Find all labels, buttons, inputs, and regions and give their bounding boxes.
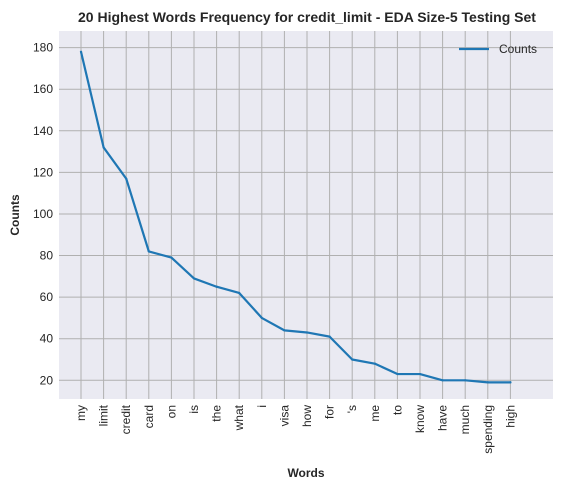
legend-label-counts: Counts: [499, 42, 537, 56]
data-point: [441, 379, 444, 382]
data-point: [238, 291, 241, 295]
y-tick-label: 180: [33, 41, 53, 55]
data-point: [125, 177, 128, 180]
series-lines: [79, 50, 512, 384]
data-point: [418, 372, 422, 376]
y-tick-label: 60: [40, 290, 54, 304]
x-tick-labels: my limit credit card on is the what i visa how for '…: [74, 404, 517, 453]
legend: Counts: [459, 42, 537, 56]
x-tick-label: i: [255, 405, 269, 408]
x-tick-label: credit: [119, 404, 133, 434]
data-point: [351, 358, 354, 361]
data-point: [486, 381, 489, 384]
y-tick-label: 160: [33, 82, 53, 96]
data-point: [192, 277, 196, 280]
y-tick-label: 120: [33, 165, 53, 179]
x-tick-label: limit: [97, 404, 111, 426]
data-point: [305, 331, 309, 334]
plot-area: [59, 31, 553, 399]
x-tick-label: is: [187, 405, 201, 414]
grid-lines: [59, 31, 553, 399]
data-point: [464, 379, 467, 382]
data-point: [283, 329, 286, 332]
chart-title: 20 Highest Words Frequency for credit_li…: [78, 9, 536, 25]
data-point: [328, 335, 331, 338]
x-tick-label: what: [232, 404, 246, 431]
y-tick-label: 100: [33, 207, 53, 221]
series-line-counts: [79, 50, 512, 384]
y-tick-label: 80: [40, 249, 54, 263]
x-tick-label: high: [503, 405, 517, 428]
x-tick-label: have: [436, 405, 450, 431]
x-tick-label: 's: [345, 405, 359, 413]
x-tick-label: on: [164, 405, 178, 418]
data-point: [396, 372, 399, 376]
x-tick-label: for: [323, 405, 337, 419]
x-tick-label: know: [413, 405, 427, 433]
x-tick-label: to: [390, 405, 404, 415]
x-tick-label: my: [74, 405, 88, 421]
x-tick-label: the: [210, 405, 224, 422]
data-point: [102, 146, 105, 149]
data-point: [260, 316, 263, 320]
x-tick-label: much: [458, 405, 472, 434]
data-point: [215, 285, 218, 288]
data-point: [147, 250, 150, 253]
x-tick-label: how: [300, 405, 314, 427]
x-tick-label: spending: [481, 405, 495, 454]
y-axis-label: Counts: [8, 194, 22, 236]
data-point: [79, 50, 83, 53]
data-point: [373, 362, 376, 365]
y-tick-label: 20: [40, 373, 54, 387]
x-axis-label: Words: [287, 466, 324, 480]
y-tick-label: 40: [40, 332, 54, 346]
y-tick-labels: 20 40 60 80 100 120 140 160 180: [33, 41, 53, 388]
x-tick-label: card: [142, 405, 156, 428]
x-tick-label: me: [368, 405, 382, 422]
data-point: [170, 256, 173, 259]
data-point: [509, 381, 512, 384]
x-tick-label: visa: [277, 405, 291, 427]
y-tick-label: 140: [33, 124, 53, 138]
